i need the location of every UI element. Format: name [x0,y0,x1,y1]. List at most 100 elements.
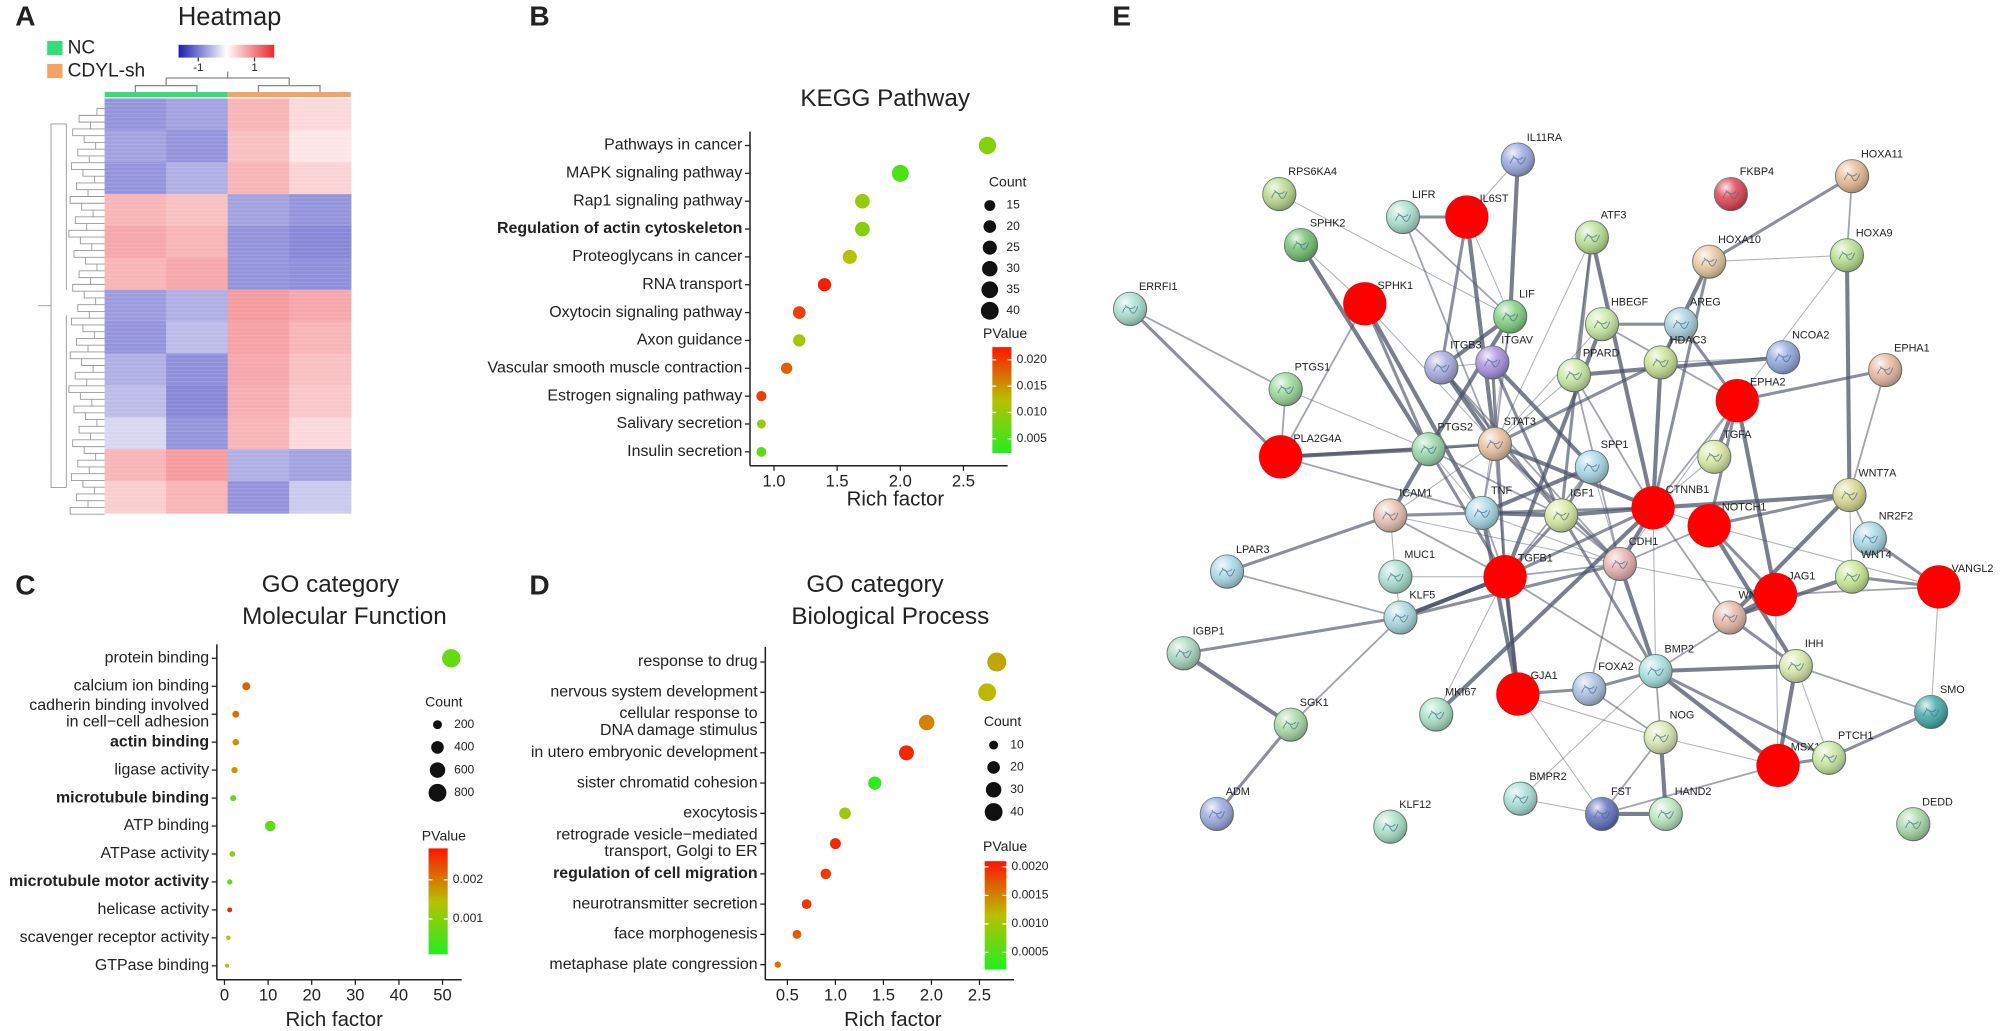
dot [232,710,240,718]
node [1753,572,1798,617]
node-structure [1565,371,1583,381]
legend-swatch [47,41,63,56]
edge [1709,254,1847,263]
heatmap-cell [166,257,229,291]
edge [1828,710,1932,760]
legend-title: Count [425,694,463,710]
heatmap-cell [104,417,167,450]
color-tick-label: 0.0005 [1011,945,1048,959]
node-label: ERRFI1 [1139,281,1178,293]
node-structure [1706,452,1723,462]
y-tick-label: Regulation of actin cytoskeleton [497,220,742,237]
node-structure [1208,809,1225,819]
legend-label: CDYL-sh [68,61,146,82]
edge [1494,444,1506,577]
y-tick-label: ATP binding [124,817,209,834]
chart-subtitle: Biological Process [791,603,989,630]
dot [987,652,1007,672]
legend-title: Count [984,713,1022,729]
heatmap-cell [166,321,229,355]
edge [1655,593,1776,672]
heatmap-cell [166,481,229,514]
edge [1402,216,1496,445]
y-tick-label: cellular response to DNA damage stimulus [600,705,758,739]
y-tick-label: protein binding [105,650,210,667]
edge [1517,693,1603,815]
node-structure [1387,572,1404,582]
edge [1490,361,1594,469]
legend-label: 400 [454,740,474,754]
x-tick-label: 1.0 [824,986,847,1005]
heatmap-cell [166,194,229,227]
node-label: SPHK1 [1378,280,1414,292]
heatmap-cell [104,98,167,131]
edge [1651,362,1663,508]
node-label: MUC1 [1404,549,1435,561]
legend-dot [984,803,1003,821]
heatmap-cell [227,162,290,195]
heatmap-cell [166,353,229,387]
panel-label: B [529,0,549,31]
edge [1464,216,1497,445]
edge [1508,159,1520,317]
heatmap-cell [227,289,290,323]
node-label: DEDD [1922,796,1953,808]
y-tick-label: GTPase binding [95,957,209,974]
node-label: HOXA11 [1861,148,1903,160]
dot [756,446,767,457]
dot [227,879,233,885]
edge [1517,693,1661,738]
node-label: SPP1 [1601,439,1629,451]
node [1756,743,1800,788]
legend-dot [428,783,447,802]
node-label: BMPR2 [1529,771,1566,783]
legend-label: 25 [1006,240,1020,254]
node-label: PTGS2 [1438,421,1474,433]
heatmap-cell [227,353,290,387]
heatmap-cell [166,98,229,131]
node-label: TGFA [1723,429,1752,441]
edge [1481,465,1593,515]
dot [774,961,781,968]
heatmap-cell [166,162,229,195]
edge [1795,665,1932,713]
node [1343,282,1387,326]
heatmap-cell [289,98,352,131]
chart-title: KEGG Pathway [800,85,970,112]
y-tick-label: actin binding [110,733,209,750]
legend-dot [987,761,1000,774]
y-tick-label: Vascular smooth muscle contraction [488,359,743,376]
edge [1652,400,1738,509]
edge [1848,369,1887,496]
legend-label: 30 [1006,261,1020,275]
y-tick-label: Salivary secretion [617,415,743,432]
dot [230,795,237,802]
legend-dot [989,740,999,750]
heatmap-cell [227,449,290,482]
edge [1652,507,1731,619]
node-structure [1271,189,1288,199]
edge [1654,669,1780,768]
color-bar [428,848,448,955]
heatmap-cell [227,130,290,163]
x-tick-label: 2.5 [968,986,991,1005]
edge [1129,307,1282,458]
dot [226,935,231,941]
legend-label: 10 [1010,737,1024,751]
legend-dot [433,720,442,730]
node-structure [1905,820,1922,829]
node-structure [1474,508,1491,518]
node-structure [1701,257,1718,267]
node-structure [1820,753,1838,763]
edge [1617,563,1658,672]
dot [829,838,841,850]
node-structure [1581,684,1598,694]
heatmap-cell [289,130,352,163]
edge [1389,514,1506,578]
dot [839,807,851,820]
y-tick-label: Pathways in cancer [604,137,743,154]
node-label: LIFR [1412,189,1436,201]
y-tick-label: microtubule motor activity [9,873,209,890]
edge [1226,514,1391,574]
heatmap-cell [166,385,229,418]
